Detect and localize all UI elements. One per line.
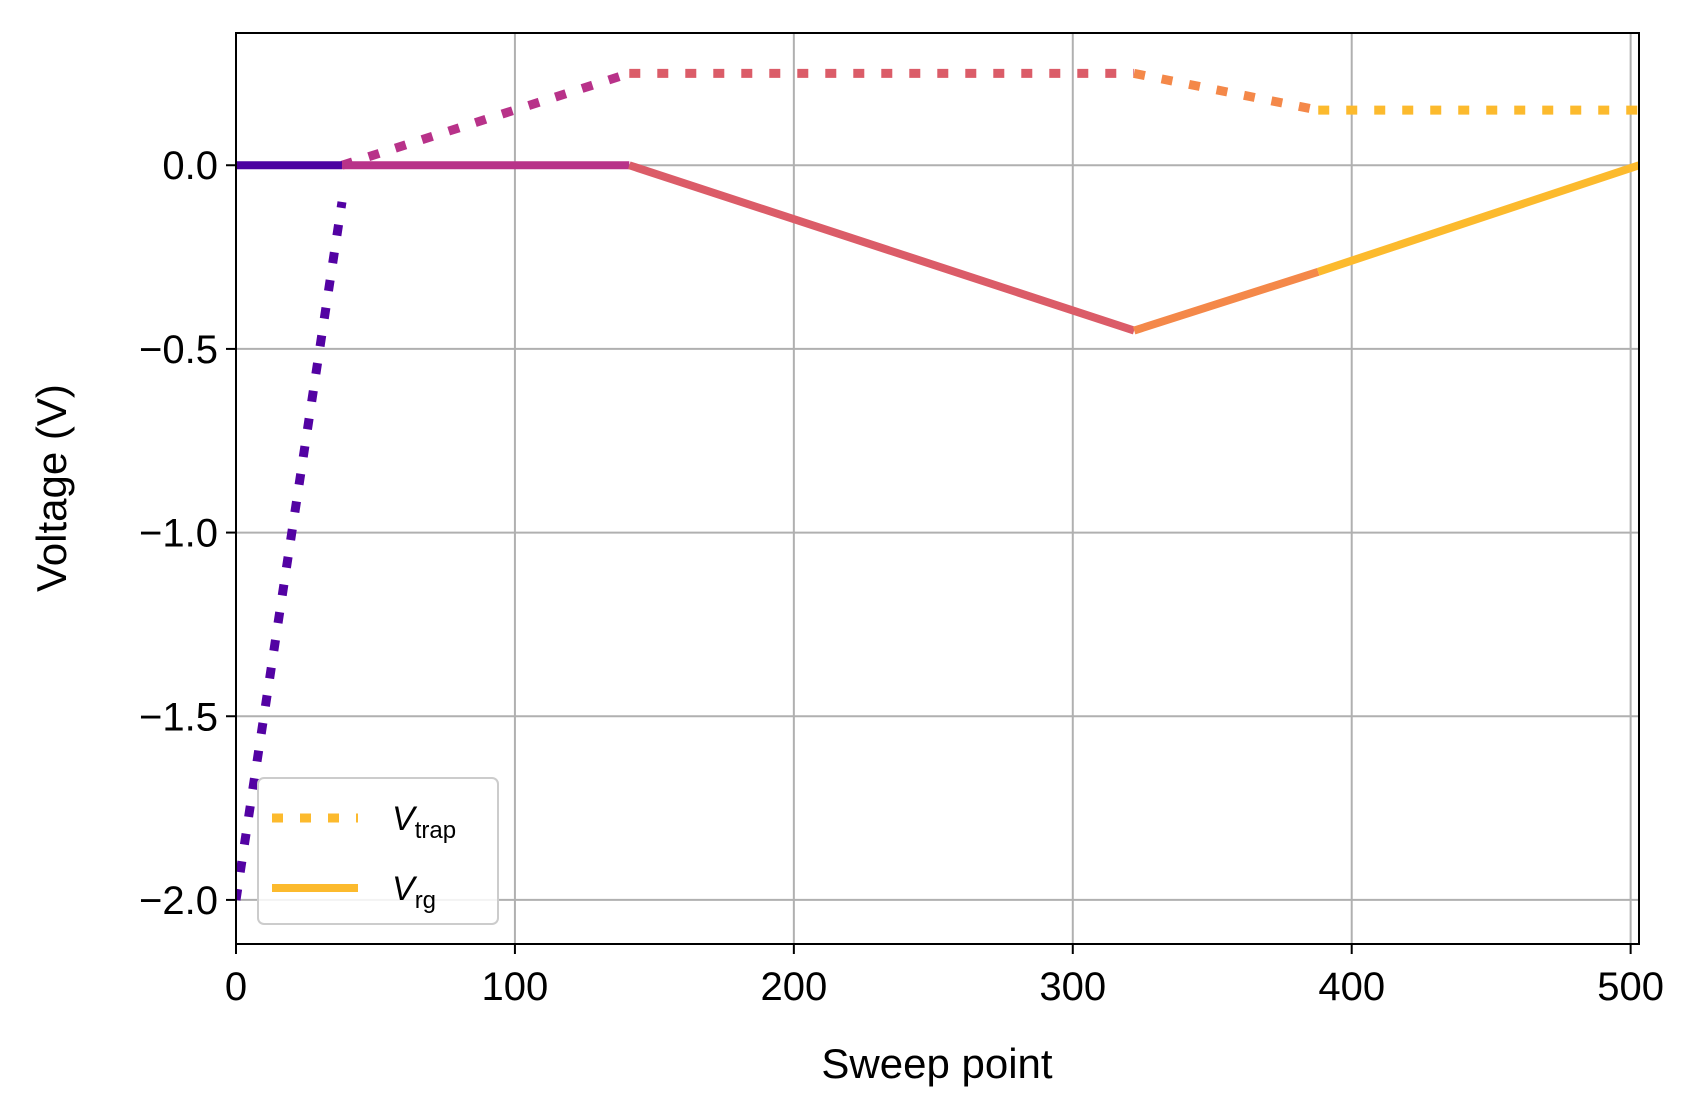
v-rg-segment-3: [1132, 267, 1320, 335]
plot-series: [236, 68, 1639, 901]
legend-label: Vtrap: [392, 800, 456, 844]
x-axis-title: Sweep point: [821, 1040, 1052, 1087]
plot-frame: [235, 32, 1640, 945]
x-tick-label: 200: [760, 965, 827, 1009]
legend-subscript: trap: [415, 817, 456, 844]
x-tick-label: 300: [1039, 965, 1106, 1009]
y-tick-label: −1.0: [139, 512, 218, 556]
y-tick-label: 0.0: [162, 144, 218, 188]
y-axis-title: Voltage (V): [28, 384, 75, 592]
axis-ticks: 0 100 200 300 400 500 0.0 −0.5 −1.0 −1.5 −2.0: [139, 144, 1664, 1009]
v-rg-segment-4: [1316, 161, 1639, 276]
legend-symbol: V: [392, 870, 418, 908]
x-tick-label: 100: [482, 965, 549, 1009]
legend-subscript: rg: [415, 887, 436, 914]
legend-symbol: V: [392, 800, 418, 838]
x-tick-label: 400: [1318, 965, 1385, 1009]
v-trap-segment-1: [340, 69, 631, 170]
x-tick-label: 0: [225, 965, 247, 1009]
v-rg-segment-2: [628, 161, 1136, 335]
y-tick-label: −2.0: [139, 879, 218, 923]
v-trap-segment-3: [1133, 68, 1320, 115]
legend-label: Vrg: [392, 870, 436, 914]
legend-box: [257, 777, 499, 925]
v-trap-segment-0: [236, 201, 347, 901]
x-tick-label: 500: [1597, 965, 1664, 1009]
y-tick-label: −0.5: [139, 328, 218, 372]
y-tick-label: −1.5: [139, 695, 218, 739]
